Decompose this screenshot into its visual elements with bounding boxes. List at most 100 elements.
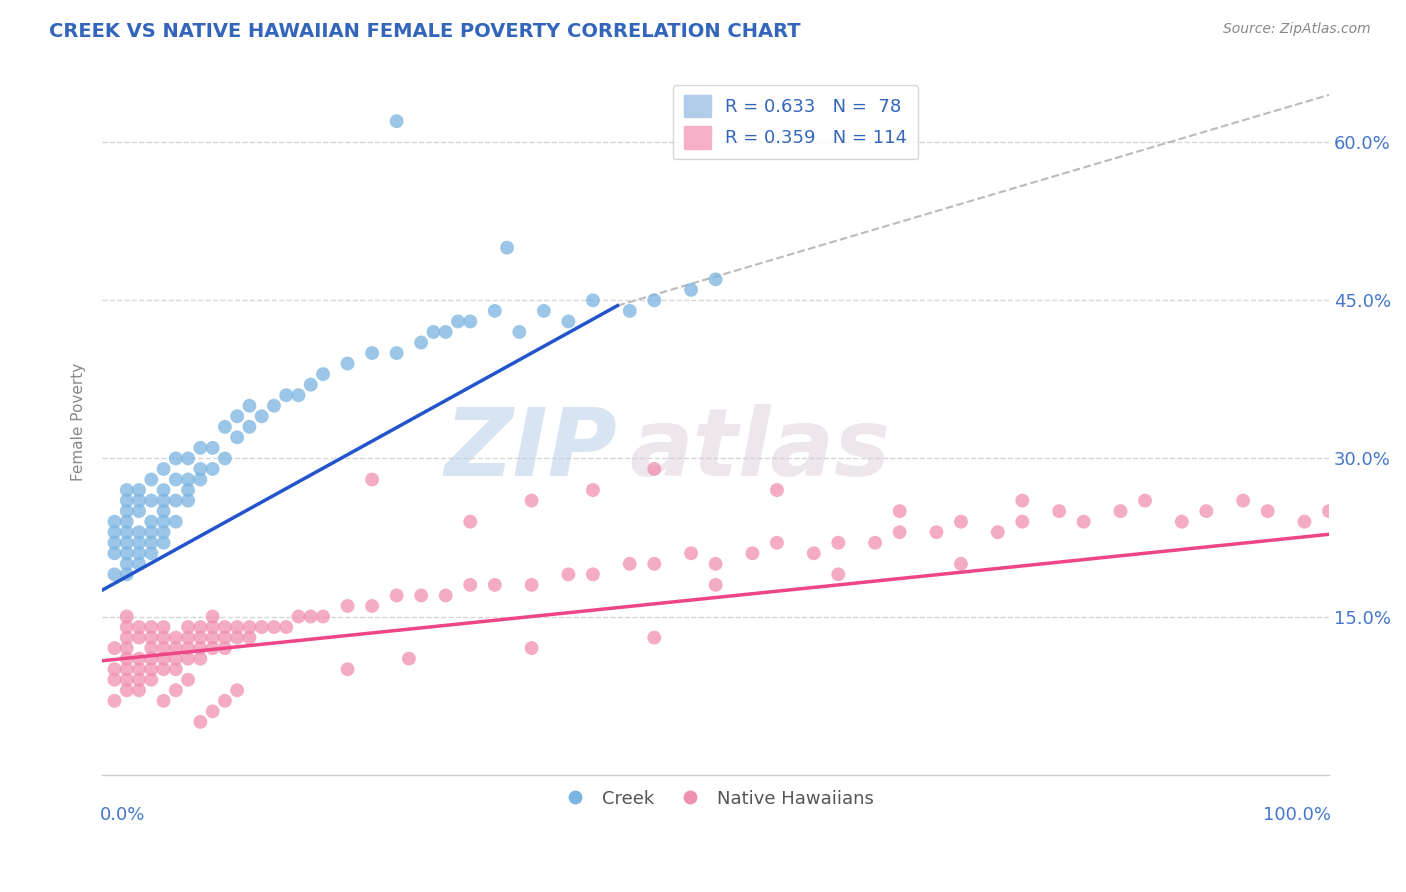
Point xyxy=(361,346,384,360)
Point xyxy=(1073,515,1095,529)
Point xyxy=(299,609,322,624)
Point xyxy=(177,641,200,656)
Point xyxy=(128,683,150,698)
Point xyxy=(385,589,408,603)
Point xyxy=(141,535,163,549)
Point xyxy=(643,557,665,571)
Point xyxy=(276,388,298,402)
Point xyxy=(643,293,665,308)
Point xyxy=(1294,515,1316,529)
Point xyxy=(214,620,236,634)
Point xyxy=(422,325,444,339)
Point xyxy=(201,704,224,718)
Point xyxy=(201,641,224,656)
Point xyxy=(128,651,150,665)
Point xyxy=(103,546,125,560)
Point xyxy=(238,419,260,434)
Point xyxy=(115,483,138,497)
Point xyxy=(115,535,138,549)
Point xyxy=(766,535,789,549)
Point xyxy=(434,325,457,339)
Point xyxy=(398,651,420,665)
Point xyxy=(152,483,174,497)
Point xyxy=(741,546,763,560)
Y-axis label: Female Poverty: Female Poverty xyxy=(72,362,86,481)
Point xyxy=(520,578,543,592)
Point xyxy=(214,451,236,466)
Point xyxy=(177,631,200,645)
Point xyxy=(103,525,125,540)
Point xyxy=(263,620,285,634)
Text: 0.0%: 0.0% xyxy=(100,806,145,824)
Point xyxy=(152,504,174,518)
Point xyxy=(115,631,138,645)
Point xyxy=(250,620,273,634)
Point xyxy=(103,694,125,708)
Point xyxy=(643,631,665,645)
Point xyxy=(115,546,138,560)
Point xyxy=(520,641,543,656)
Point xyxy=(115,620,138,634)
Point xyxy=(1133,493,1156,508)
Point xyxy=(128,535,150,549)
Point xyxy=(141,631,163,645)
Point xyxy=(128,620,150,634)
Point xyxy=(152,620,174,634)
Point xyxy=(1195,504,1218,518)
Point xyxy=(434,589,457,603)
Point xyxy=(336,599,359,613)
Point xyxy=(190,651,212,665)
Point xyxy=(827,535,849,549)
Point xyxy=(827,567,849,582)
Point xyxy=(165,631,187,645)
Point xyxy=(681,283,703,297)
Point xyxy=(141,525,163,540)
Legend: Creek, Native Hawaiians: Creek, Native Hawaiians xyxy=(550,782,882,815)
Point xyxy=(177,483,200,497)
Point xyxy=(103,673,125,687)
Point xyxy=(557,567,579,582)
Point xyxy=(115,525,138,540)
Point xyxy=(128,493,150,508)
Point xyxy=(177,493,200,508)
Point xyxy=(190,714,212,729)
Point xyxy=(458,515,481,529)
Point xyxy=(214,641,236,656)
Point xyxy=(226,620,249,634)
Point xyxy=(141,473,163,487)
Point xyxy=(165,451,187,466)
Point xyxy=(238,399,260,413)
Point xyxy=(226,409,249,424)
Point xyxy=(1011,493,1033,508)
Point xyxy=(250,409,273,424)
Point xyxy=(177,451,200,466)
Point xyxy=(619,304,641,318)
Point xyxy=(165,641,187,656)
Point xyxy=(152,515,174,529)
Point xyxy=(1232,493,1254,508)
Point xyxy=(704,557,727,571)
Point xyxy=(582,567,605,582)
Point xyxy=(103,535,125,549)
Point xyxy=(141,651,163,665)
Point xyxy=(681,546,703,560)
Point xyxy=(361,473,384,487)
Point xyxy=(152,662,174,676)
Point xyxy=(201,609,224,624)
Point xyxy=(103,515,125,529)
Point xyxy=(496,241,519,255)
Point xyxy=(165,493,187,508)
Point xyxy=(1011,515,1033,529)
Text: CREEK VS NATIVE HAWAIIAN FEMALE POVERTY CORRELATION CHART: CREEK VS NATIVE HAWAIIAN FEMALE POVERTY … xyxy=(49,22,801,41)
Point xyxy=(141,662,163,676)
Point xyxy=(141,641,163,656)
Point xyxy=(128,662,150,676)
Point xyxy=(1109,504,1132,518)
Point xyxy=(508,325,530,339)
Point xyxy=(128,483,150,497)
Point xyxy=(165,473,187,487)
Point xyxy=(226,631,249,645)
Point xyxy=(1257,504,1279,518)
Point xyxy=(115,662,138,676)
Point xyxy=(484,578,506,592)
